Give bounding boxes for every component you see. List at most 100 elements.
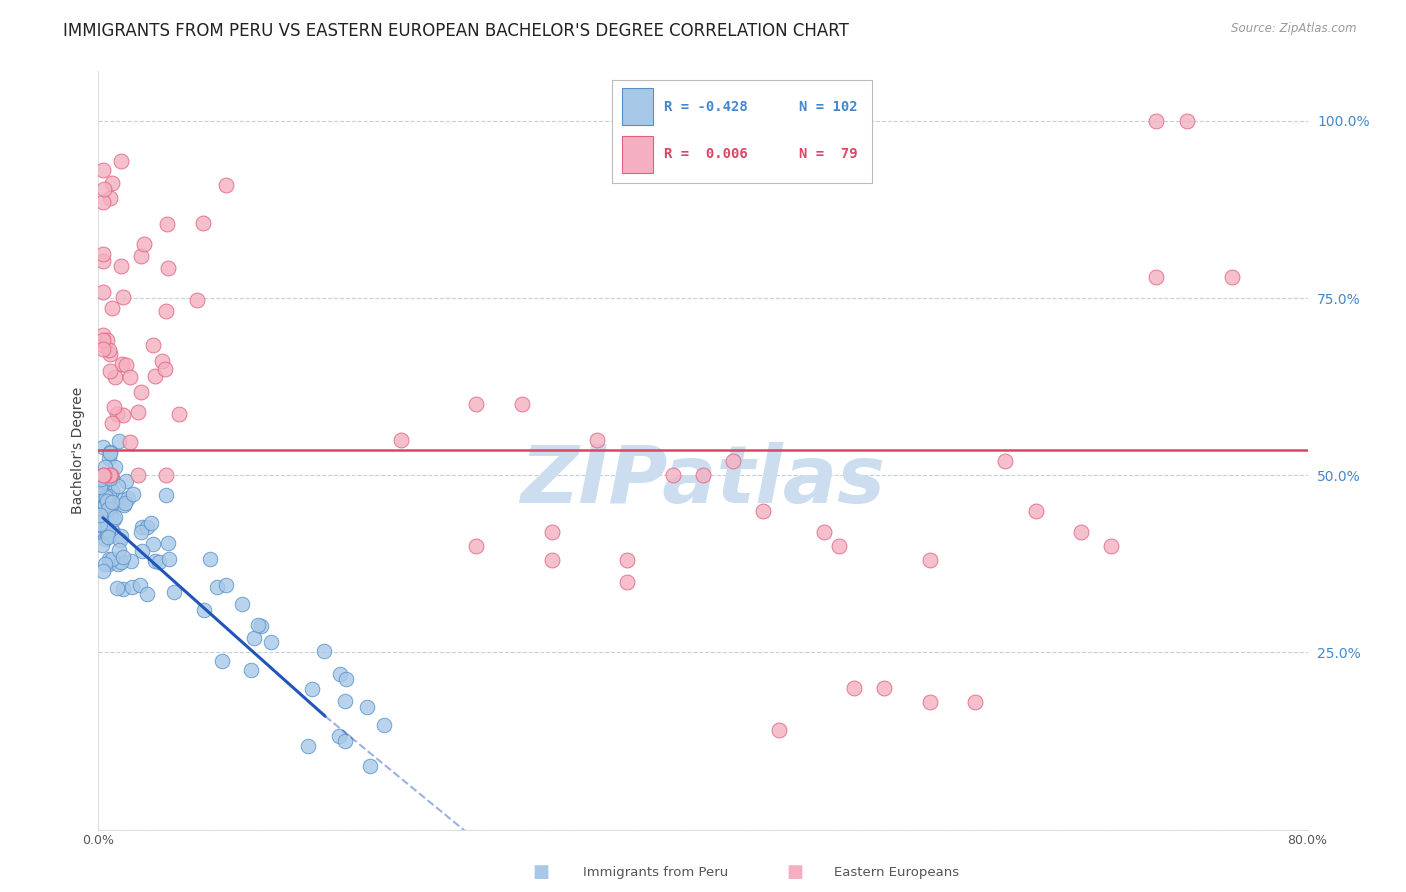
- Point: [335, 672, 357, 686]
- Point: [93, 533, 115, 547]
- Point: [91, 163, 114, 178]
- Point: [118, 435, 141, 450]
- Point: [965, 695, 987, 709]
- Point: [98, 445, 121, 459]
- Point: [98, 444, 121, 458]
- Text: IMMIGRANTS FROM PERU VS EASTERN EUROPEAN BACHELOR'S DEGREE CORRELATION CHART: IMMIGRANTS FROM PERU VS EASTERN EUROPEAN…: [63, 22, 849, 40]
- Point: [108, 533, 131, 547]
- Point: [873, 681, 896, 695]
- Point: [1070, 524, 1092, 539]
- Point: [661, 468, 683, 483]
- Point: [89, 516, 111, 531]
- Point: [157, 551, 180, 566]
- Point: [98, 343, 121, 358]
- Point: [247, 617, 270, 632]
- Point: [205, 580, 228, 594]
- Point: [89, 518, 111, 533]
- Text: ZIPatlas: ZIPatlas: [520, 442, 886, 520]
- Point: [93, 467, 115, 482]
- Point: [98, 528, 121, 542]
- Point: [1146, 114, 1168, 128]
- Point: [103, 401, 125, 415]
- Point: [250, 619, 273, 633]
- Point: [100, 468, 122, 483]
- Point: [465, 397, 488, 411]
- Point: [104, 369, 127, 384]
- Point: [994, 454, 1017, 468]
- Point: [844, 681, 866, 695]
- Point: [101, 177, 124, 191]
- Text: N = 102: N = 102: [799, 100, 858, 114]
- Point: [100, 522, 122, 536]
- Point: [111, 582, 134, 597]
- Point: [118, 370, 141, 384]
- Point: [96, 526, 118, 541]
- Point: [155, 304, 177, 318]
- Point: [89, 515, 111, 529]
- Point: [115, 474, 138, 488]
- Point: [1099, 539, 1122, 553]
- Point: [752, 504, 775, 518]
- Point: [100, 508, 122, 522]
- Point: [98, 489, 121, 503]
- Point: [100, 509, 122, 524]
- Point: [155, 468, 177, 483]
- Point: [91, 253, 114, 268]
- Point: [98, 557, 121, 571]
- Point: [110, 555, 132, 569]
- Text: Immigrants from Peru: Immigrants from Peru: [583, 866, 728, 879]
- Point: [156, 217, 179, 231]
- Point: [110, 154, 132, 169]
- Point: [142, 338, 165, 352]
- Point: [108, 434, 131, 448]
- Point: [156, 260, 179, 275]
- Point: [91, 333, 114, 347]
- Point: [1146, 269, 1168, 284]
- Point: [91, 500, 114, 514]
- Point: [132, 236, 155, 251]
- Point: [335, 734, 357, 748]
- Point: [142, 537, 165, 551]
- Text: Source: ZipAtlas.com: Source: ZipAtlas.com: [1232, 22, 1357, 36]
- Point: [328, 729, 350, 743]
- Point: [91, 440, 114, 454]
- Point: [828, 539, 851, 553]
- Point: [191, 216, 214, 230]
- Point: [359, 759, 381, 773]
- Point: [91, 468, 114, 483]
- Point: [131, 525, 153, 540]
- Point: [101, 301, 124, 316]
- Point: [91, 194, 114, 209]
- Point: [231, 597, 253, 611]
- Point: [692, 468, 714, 483]
- Point: [465, 539, 488, 553]
- Point: [94, 498, 117, 512]
- Point: [1175, 114, 1198, 128]
- Point: [101, 470, 124, 484]
- Point: [112, 408, 135, 422]
- Point: [91, 486, 114, 500]
- Point: [112, 290, 135, 304]
- Point: [96, 491, 118, 505]
- Point: [101, 552, 124, 566]
- Point: [813, 524, 835, 539]
- Point: [768, 723, 790, 738]
- Text: Eastern Europeans: Eastern Europeans: [834, 866, 959, 879]
- Point: [89, 480, 111, 494]
- Point: [193, 602, 215, 616]
- Point: [91, 328, 114, 343]
- Bar: [621, 88, 654, 126]
- Point: [110, 529, 132, 543]
- Point: [136, 586, 159, 600]
- Point: [335, 694, 357, 708]
- Point: [97, 523, 120, 537]
- Point: [297, 739, 319, 753]
- Point: [186, 293, 208, 307]
- Point: [91, 338, 114, 352]
- Point: [91, 538, 114, 552]
- Point: [93, 474, 115, 488]
- Text: N =  79: N = 79: [799, 147, 858, 161]
- Point: [373, 718, 395, 732]
- Text: ■: ■: [533, 863, 550, 881]
- Point: [107, 558, 129, 572]
